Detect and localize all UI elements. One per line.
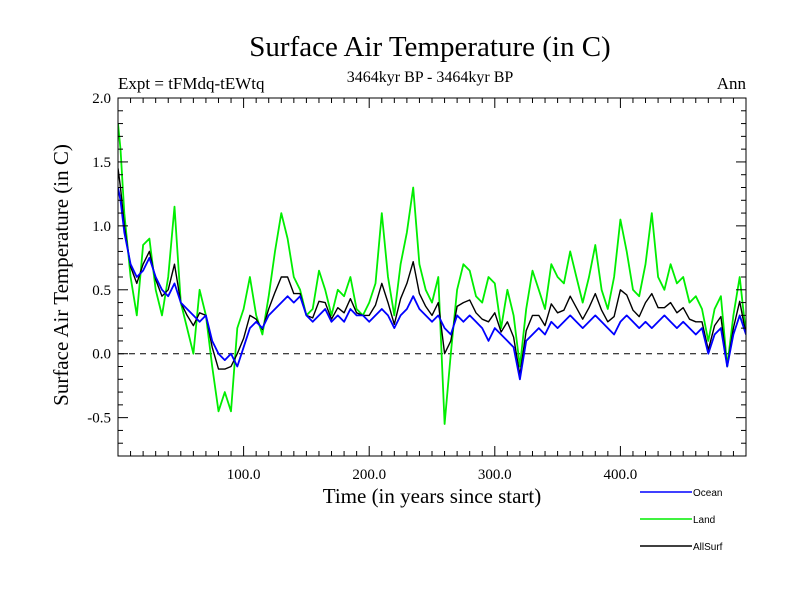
legend-label-ocean: Ocean <box>693 488 722 499</box>
x-tick-label: 200.0 <box>352 467 386 483</box>
series-line-allsurf <box>118 168 746 377</box>
x-tick-label: 100.0 <box>227 467 261 483</box>
y-tick-label: 0.5 <box>92 283 111 299</box>
y-tick-label: 1.0 <box>92 219 111 235</box>
y-tick-label: -0.5 <box>87 411 111 427</box>
chart-subtitle: 3464kyr BP - 3464kyr BP <box>347 69 514 86</box>
y-tick-label: 2.0 <box>92 91 111 107</box>
y-axis-label: Surface Air Temperature (in C) <box>49 144 73 406</box>
plot-frame <box>117 97 747 457</box>
axis-ticks <box>118 97 746 457</box>
series-line-ocean <box>118 187 746 381</box>
x-tick-label: 300.0 <box>478 467 512 483</box>
x-tick-label: 400.0 <box>604 467 638 483</box>
legend-label-allsurf: AllSurf <box>693 542 723 553</box>
x-axis-label: Time (in years since start) <box>323 484 542 508</box>
y-tick-label: 0.0 <box>92 347 111 363</box>
legend-label-land: Land <box>693 515 715 526</box>
legend: Ocean Land AllSurf <box>640 488 723 553</box>
season-label: Ann <box>717 74 747 93</box>
series-line-land <box>118 123 746 425</box>
x-tick-labels: 100.0 200.0 300.0 400.0 <box>227 467 638 483</box>
y-tick-label: 1.5 <box>92 155 111 171</box>
experiment-label: Expt = tFMdq-tEWtq <box>118 74 265 93</box>
chart-title: Surface Air Temperature (in C) <box>249 31 610 63</box>
y-tick-labels: -0.5 0.0 0.5 1.0 1.5 2.0 <box>87 91 111 427</box>
series-group <box>118 123 746 425</box>
